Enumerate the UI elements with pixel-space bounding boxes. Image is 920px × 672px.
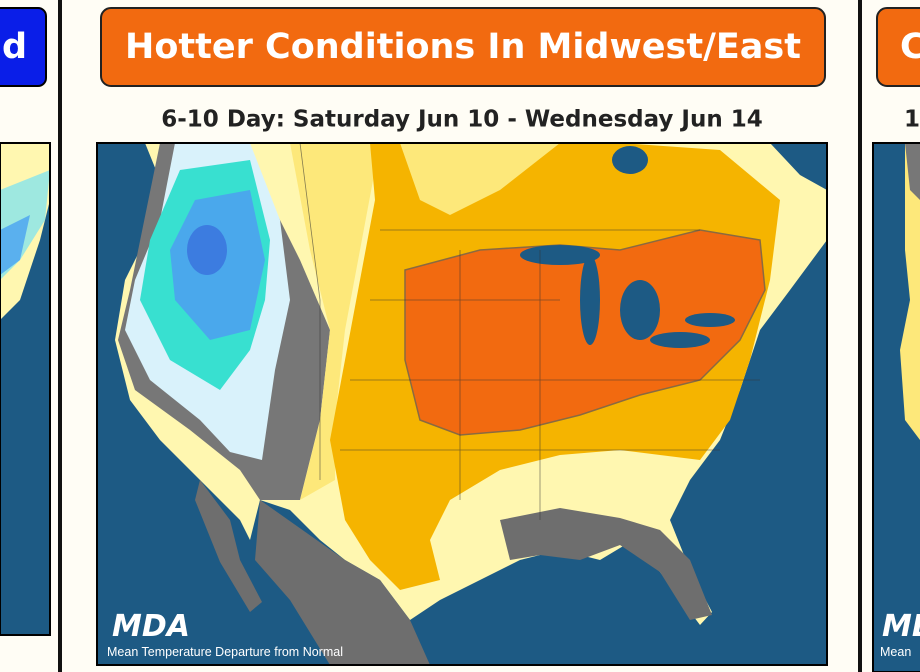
map: MDA Mean — [873, 143, 920, 672]
caption: Mean — [880, 645, 911, 659]
logo: MDA — [112, 609, 190, 644]
map — [0, 143, 50, 635]
center-panel[interactable]: Hotter Conditions In Midwest/East 6-10 D… — [96, 7, 828, 666]
banner — [876, 7, 920, 87]
banner-text: C — [900, 27, 920, 67]
divider — [858, 0, 862, 672]
logo: MDA — [882, 609, 920, 644]
banner-text: d — [2, 27, 27, 67]
caption: Mean Temperature Departure from Normal — [107, 645, 343, 659]
banner — [0, 7, 47, 87]
subtitle: 1 — [904, 107, 920, 133]
right-panel[interactable]: C 1 MDA Mean — [872, 7, 920, 672]
map: MDA Mean Temperature Departure from Norm… — [97, 143, 827, 665]
divider — [58, 0, 62, 672]
left-panel[interactable]: d — [0, 7, 51, 636]
subtitle: 6-10 Day: Saturday Jun 10 - Wednesday Ju… — [161, 107, 763, 133]
banner-text: Hotter Conditions In Midwest/East — [125, 27, 801, 67]
banner — [100, 7, 826, 87]
